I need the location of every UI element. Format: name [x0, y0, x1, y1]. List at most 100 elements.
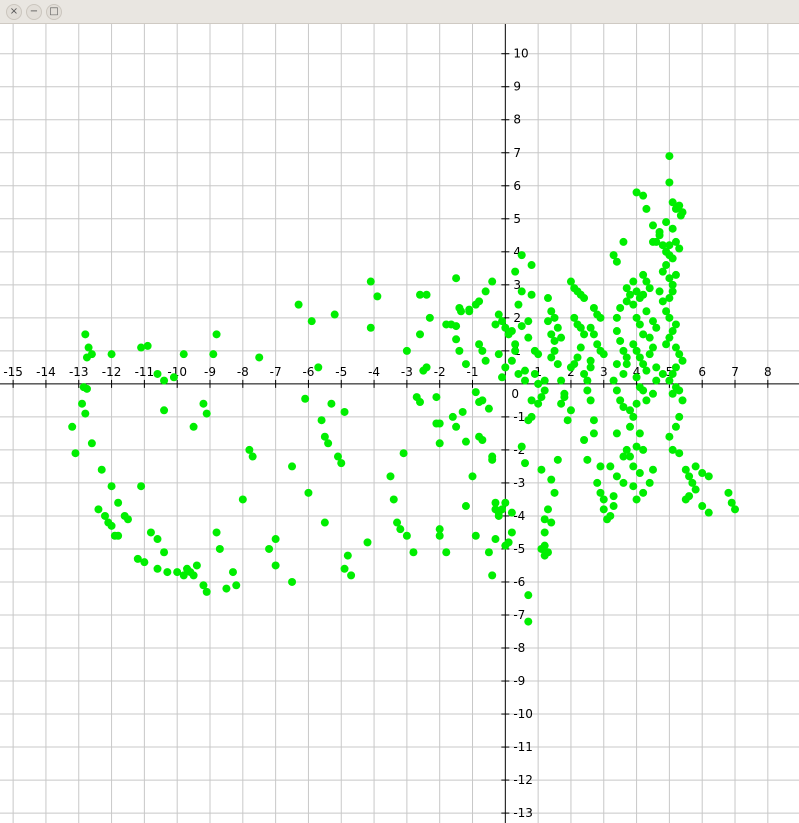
data-point: [435, 419, 444, 428]
x-tick-label: -7: [270, 365, 282, 379]
minimize-icon: −: [29, 6, 39, 17]
data-point: [215, 544, 224, 553]
data-point: [648, 343, 657, 352]
y-tick-label: -2: [513, 443, 525, 457]
data-point: [271, 561, 280, 570]
data-point: [632, 399, 641, 408]
data-point: [583, 386, 592, 395]
data-point: [169, 373, 178, 382]
minimize-window-button[interactable]: −: [26, 4, 42, 20]
data-point: [484, 404, 493, 413]
data-point: [452, 274, 461, 283]
data-point: [94, 505, 103, 514]
data-point: [639, 270, 648, 279]
data-point: [314, 363, 323, 372]
data-point: [599, 350, 608, 359]
data-point: [82, 384, 91, 393]
data-point: [599, 505, 608, 514]
x-tick-label: -3: [401, 365, 413, 379]
data-point: [537, 544, 546, 553]
data-point: [642, 204, 651, 213]
data-point: [494, 511, 503, 520]
data-point: [402, 531, 411, 540]
data-point: [452, 422, 461, 431]
data-point: [671, 237, 680, 246]
data-point: [678, 396, 687, 405]
data-point: [521, 459, 530, 468]
data-point: [547, 353, 556, 362]
data-point: [635, 469, 644, 478]
data-point: [563, 416, 572, 425]
data-point: [658, 369, 667, 378]
data-point: [665, 432, 674, 441]
data-point: [698, 502, 707, 511]
data-point: [566, 277, 575, 286]
data-point: [271, 535, 280, 544]
data-point: [645, 284, 654, 293]
data-point: [81, 330, 90, 339]
data-point: [425, 313, 434, 322]
data-point: [596, 313, 605, 322]
y-tick-label: -1: [513, 410, 525, 424]
data-point: [333, 452, 342, 461]
data-point: [668, 224, 677, 233]
maximize-window-button[interactable]: □: [46, 4, 62, 20]
data-point: [340, 407, 349, 416]
close-window-button[interactable]: ×: [6, 4, 22, 20]
data-point: [632, 287, 641, 296]
grid-lines: [0, 24, 799, 823]
data-point: [114, 531, 123, 540]
data-point: [543, 505, 552, 514]
data-point: [192, 561, 201, 570]
data-point: [393, 518, 402, 527]
data-point: [475, 297, 484, 306]
data-point: [347, 571, 356, 580]
y-tick-label: 10: [513, 47, 528, 61]
data-point: [87, 439, 96, 448]
data-point: [524, 317, 533, 326]
x-tick-label: 7: [731, 365, 739, 379]
data-point: [504, 330, 513, 339]
data-point: [612, 386, 621, 395]
data-point: [606, 511, 615, 520]
x-tick-label: 3: [600, 365, 608, 379]
data-point: [648, 317, 657, 326]
data-point: [507, 528, 516, 537]
data-point: [179, 350, 188, 359]
data-point: [189, 571, 198, 580]
data-point: [675, 449, 684, 458]
data-point: [632, 188, 641, 197]
x-tick-label: -15: [3, 365, 23, 379]
data-point: [609, 492, 618, 501]
data-point: [671, 422, 680, 431]
data-point: [626, 290, 635, 299]
data-point: [140, 558, 149, 567]
data-point: [294, 300, 303, 309]
data-point: [626, 406, 635, 415]
data-point: [566, 363, 575, 372]
y-tick-label: -3: [513, 476, 525, 490]
data-point: [212, 528, 221, 537]
data-point: [550, 313, 559, 322]
data-point: [478, 396, 487, 405]
data-point: [547, 475, 556, 484]
data-point: [606, 462, 615, 471]
data-point: [619, 346, 628, 355]
data-point: [366, 277, 375, 286]
data-point: [668, 445, 677, 454]
data-point: [524, 591, 533, 600]
data-point: [222, 584, 231, 593]
data-point: [107, 350, 116, 359]
data-point: [199, 399, 208, 408]
data-point: [671, 363, 680, 372]
data-point: [527, 261, 536, 270]
data-point: [635, 320, 644, 329]
data-point: [652, 363, 661, 372]
data-point: [665, 178, 674, 187]
data-point: [468, 472, 477, 481]
y-tick-label: -6: [513, 575, 525, 589]
y-tick-label: 8: [513, 113, 521, 127]
data-point: [209, 350, 218, 359]
data-point: [665, 274, 674, 283]
y-tick-label: 6: [513, 179, 521, 193]
